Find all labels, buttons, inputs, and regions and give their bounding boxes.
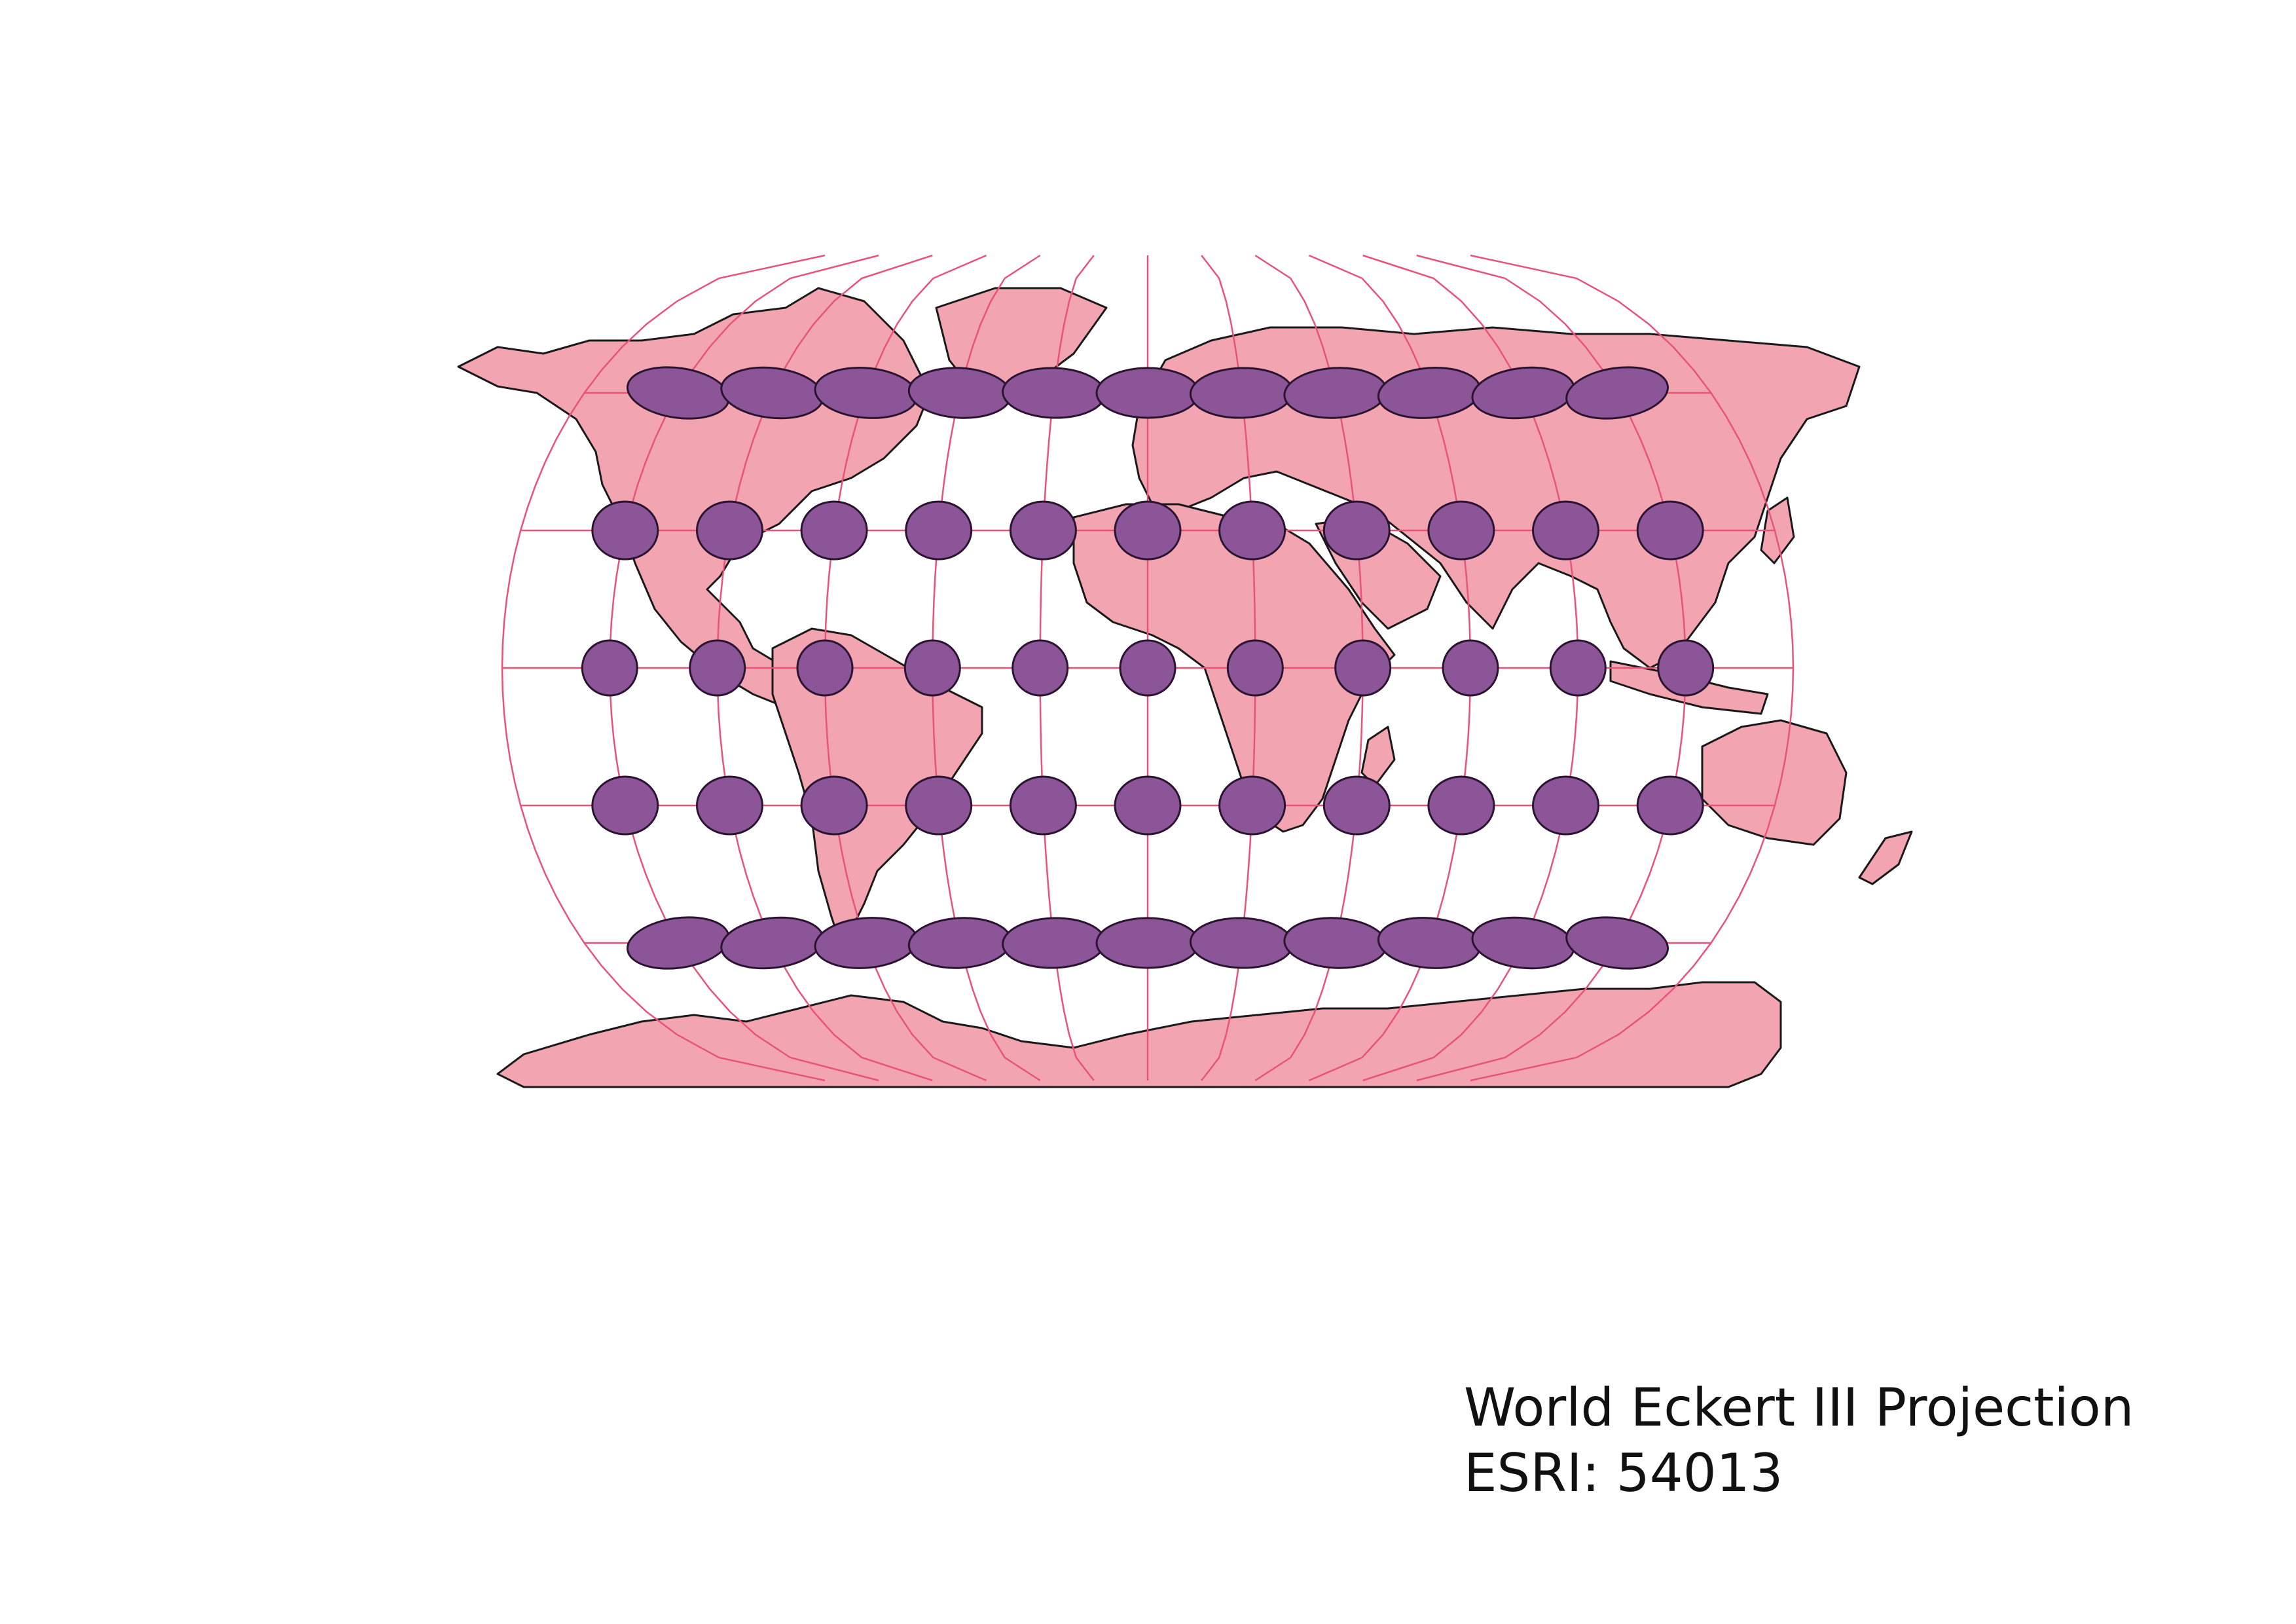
tissot-ellipse [1002, 917, 1106, 969]
projection-title: World Eckert III Projection [1464, 1377, 2134, 1438]
tissot-ellipse [1226, 639, 1284, 697]
tissot-ellipse [1095, 367, 1200, 419]
tissot-ellipse [1427, 775, 1495, 836]
tissot-ellipse [1009, 500, 1077, 561]
tissot-ellipse [903, 639, 961, 697]
graticule-boundary [501, 254, 826, 1082]
tissot-ellipse [1532, 500, 1599, 561]
tissot-ellipse [1442, 639, 1499, 697]
tissot-ellipse [591, 500, 659, 561]
tissot-ellipse [1636, 500, 1704, 561]
tissot-ellipse [1218, 500, 1286, 561]
tissot-ellipse [1334, 639, 1392, 697]
tissot-ellipse [1114, 775, 1182, 836]
tissot-ellipse [626, 916, 730, 970]
tissot-indicatrix-layer [581, 366, 1715, 970]
tissot-ellipse [1532, 775, 1599, 836]
tissot-ellipse [696, 500, 763, 561]
tissot-ellipse [1377, 917, 1482, 969]
landmass-madagascar [1360, 726, 1396, 787]
tissot-ellipse [1549, 639, 1607, 697]
land-layer [457, 287, 1913, 1088]
tissot-ellipse [1095, 917, 1200, 969]
tissot-ellipse [1189, 917, 1294, 969]
landmass-antarctica [496, 981, 1782, 1088]
tissot-ellipse [1427, 500, 1495, 561]
tissot-ellipse [591, 775, 659, 836]
tissot-ellipse [905, 775, 973, 836]
tissot-ellipse [1657, 639, 1715, 697]
tissot-ellipse [800, 775, 868, 836]
tissot-ellipse [1565, 366, 1669, 420]
tissot-ellipse [1322, 775, 1391, 836]
tissot-ellipse [581, 639, 638, 697]
tissot-ellipse [1218, 775, 1286, 836]
tissot-ellipse [905, 500, 973, 561]
tissot-ellipse [1119, 639, 1176, 697]
graticule-boundary [1470, 254, 1795, 1082]
tissot-ellipse [1011, 639, 1069, 697]
tissot-ellipse [907, 917, 1012, 969]
tissot-ellipse [1322, 500, 1391, 561]
tissot-ellipse [1283, 917, 1388, 969]
tissot-ellipse [1002, 367, 1106, 419]
tissot-ellipse [1114, 500, 1182, 561]
tissot-ellipse [814, 917, 919, 969]
tissot-ellipse [1565, 916, 1669, 970]
map-caption: World Eckert III Projection ESRI: 54013 [1464, 1375, 2134, 1506]
tissot-ellipse [800, 500, 868, 561]
tissot-ellipse [696, 775, 763, 836]
tissot-ellipse [1471, 916, 1575, 970]
landmass-new-zealand [1858, 830, 1913, 885]
tissot-ellipse [1636, 775, 1704, 836]
tissot-ellipse [689, 639, 746, 697]
projection-code: ESRI: 54013 [1464, 1443, 1783, 1504]
landmass-australia [1701, 719, 1848, 846]
tissot-ellipse [720, 916, 824, 970]
tissot-ellipse [796, 639, 854, 697]
tissot-ellipse [1009, 775, 1077, 836]
